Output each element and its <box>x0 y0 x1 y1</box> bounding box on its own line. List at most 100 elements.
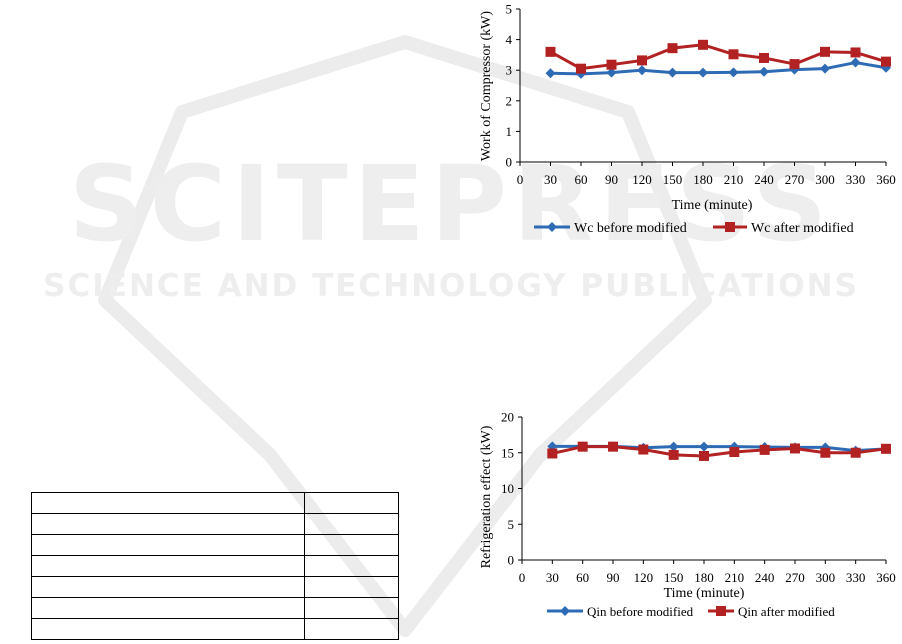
chart2-y-tick-label: 15 <box>501 445 514 460</box>
chart1-point <box>606 59 617 70</box>
chart1-legend: Wc before modified Wc after modified <box>534 221 854 236</box>
chart1-y-tick-label: 4 <box>506 32 513 47</box>
chart2-legend: Qin before modified Qin after modified <box>547 604 835 619</box>
chart1-x-tick-label: 0 <box>517 172 524 187</box>
table-row <box>31 576 399 598</box>
chart1-legend-marker-after <box>725 222 735 232</box>
chart2-x-tick-label: 120 <box>634 570 654 585</box>
chart1-point <box>576 63 586 74</box>
chart2-point <box>820 447 831 458</box>
chart1-axes <box>516 8 887 166</box>
chart1-point <box>759 66 769 77</box>
chart1-x-tick-label: 120 <box>632 172 652 187</box>
chart2-x-tick-label: 90 <box>607 570 620 585</box>
table-row <box>31 534 399 556</box>
chart1-point <box>728 49 739 60</box>
chart1-point <box>850 47 861 58</box>
chart2-point <box>699 441 709 452</box>
chart2-point <box>881 443 891 454</box>
chart2-point <box>547 448 558 459</box>
table-cell <box>304 513 399 535</box>
chart1-y-tick-label: 0 <box>506 155 513 170</box>
table-cell <box>304 576 399 598</box>
chart1-point <box>728 67 739 78</box>
chart2-point <box>638 444 649 455</box>
table-cell <box>31 534 305 556</box>
chart1-x-tick-label: 240 <box>754 172 774 187</box>
chart1-x-tick-label: 300 <box>815 172 835 187</box>
chart2-x-tick-label: 300 <box>816 570 836 585</box>
chart2-x-tick-label: 0 <box>519 570 526 585</box>
chart2-point <box>759 444 770 455</box>
table-cell <box>304 534 399 556</box>
table-cell <box>304 555 399 577</box>
table-cell <box>304 492 399 514</box>
chart2-y-tick-label: 20 <box>501 410 514 425</box>
table-row <box>31 492 399 514</box>
table-row <box>31 597 399 619</box>
chart1-y-tick-labels: 0 1 2 3 4 5 <box>506 2 513 170</box>
chart2-legend-label-after: Qin after modified <box>738 604 835 619</box>
chart1-point <box>545 68 556 79</box>
chart2-series-line-2 <box>552 445 887 458</box>
chart1-y-tick-label: 1 <box>506 124 513 139</box>
chart1-point <box>698 67 708 78</box>
table-row <box>31 513 399 535</box>
chart1-x-tick-label: 60 <box>575 172 588 187</box>
chart1-x-tick-label: 210 <box>724 172 744 187</box>
chart1-point <box>606 67 617 78</box>
chart2-point <box>729 447 740 458</box>
table-cell <box>31 555 305 577</box>
chart1-point <box>820 63 830 74</box>
chart1-x-tick-label: 150 <box>663 172 683 187</box>
chart2-point <box>668 441 679 452</box>
chart2-x-tick-label: 240 <box>755 570 775 585</box>
chart1-legend-marker-before <box>547 222 557 232</box>
chart1-x-tick-label: 330 <box>846 172 866 187</box>
chart1-legend-label-before: Wc before modified <box>574 221 687 236</box>
chart2-legend-marker-before <box>560 606 570 616</box>
empty-table <box>31 492 399 640</box>
chart2-x-tick-label: 330 <box>846 570 866 585</box>
chart1-x-tick-label: 360 <box>876 172 896 187</box>
chart1-point <box>667 67 678 78</box>
chart1-x-tick-label: 90 <box>605 172 618 187</box>
chart1-x-axis-title: Time (minute) <box>672 198 753 213</box>
chart2-point <box>790 443 800 454</box>
chart1-series-layer <box>545 39 891 79</box>
chart1-y-tick-label: 5 <box>506 2 513 17</box>
chart1-point <box>667 43 678 54</box>
table-row <box>31 555 399 577</box>
chart2-y-tick-labels: 0 5 10 15 20 <box>501 410 514 568</box>
chart1-point <box>698 39 708 50</box>
chart2-y-tick-label: 10 <box>501 481 514 496</box>
chart2-x-tick-label: 30 <box>546 570 559 585</box>
table-cell <box>304 618 399 640</box>
chart1-x-tick-label: 270 <box>785 172 805 187</box>
chart1-point <box>850 57 861 68</box>
chart1-point <box>789 59 800 70</box>
chart2-x-tick-label: 150 <box>664 570 684 585</box>
table-cell <box>31 513 305 535</box>
chart2-legend-marker-after <box>716 606 726 616</box>
chart1-point <box>545 46 556 57</box>
chart2-y-tick-label: 0 <box>508 553 515 568</box>
chart2-point <box>850 447 861 458</box>
chart1-x-tick-label: 180 <box>693 172 713 187</box>
chart1-point <box>881 56 891 67</box>
chart1-point <box>637 65 647 76</box>
chart2-y-tick-label: 5 <box>508 517 515 532</box>
chart1-point <box>637 55 647 66</box>
chart2-axes <box>518 416 887 564</box>
chart2-point <box>699 450 709 461</box>
chart2-legend-label-before: Qin before modified <box>587 604 694 619</box>
chart1-x-tick-label: 30 <box>544 172 557 187</box>
chart1-legend-label-after: Wc after modified <box>751 221 854 236</box>
table-cell <box>31 597 305 619</box>
table-cell <box>31 618 305 640</box>
chart1-y-tick-label: 3 <box>506 63 513 78</box>
chart1-series-line-1 <box>550 61 887 76</box>
chart2-x-axis-title: Time (minute) <box>664 586 745 601</box>
table-row <box>31 618 399 640</box>
